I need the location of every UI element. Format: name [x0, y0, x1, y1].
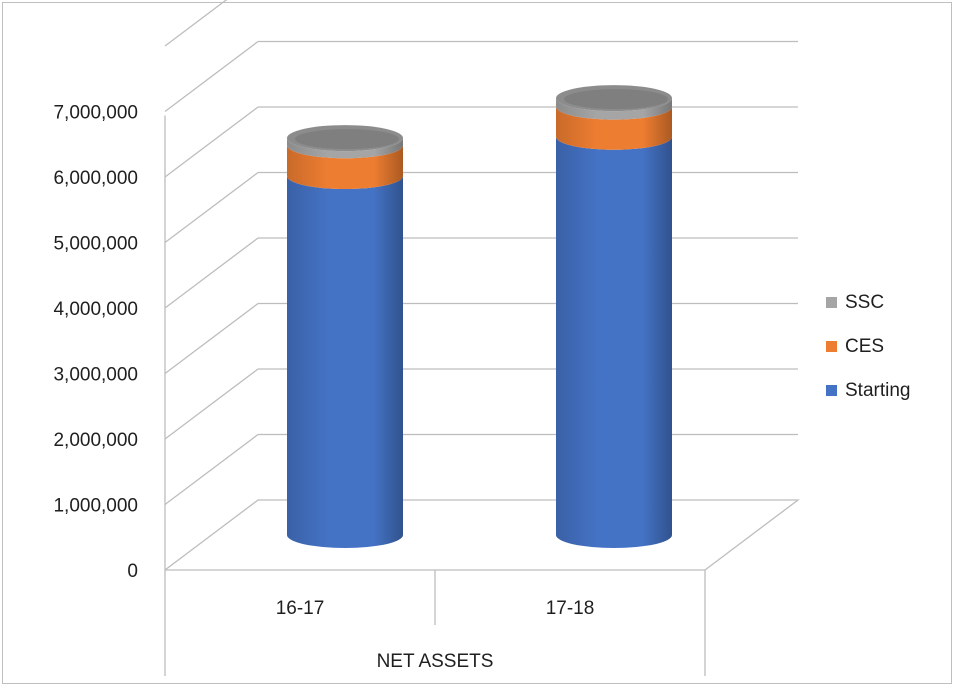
y-tick-label: 6,000,000 [53, 168, 138, 189]
legend-swatch-starting [826, 385, 837, 396]
cylinder-top-cap-inner-16-17 [295, 129, 399, 150]
gridline-side [164, 40, 259, 113]
legend-item-starting: Starting [826, 380, 910, 401]
y-axis-tick-labels: 0 1,000,000 2,000,000 3,000,000 4,000,000 5,0… [53, 103, 138, 583]
legend-label-starting: Starting [845, 380, 910, 401]
gridlines [164, 0, 798, 506]
x-axis-group-label: NET ASSETS [377, 651, 494, 672]
y-tick-label: 5,000,000 [53, 234, 138, 255]
legend-swatch-ssc [826, 297, 837, 308]
gridline-side [164, 302, 259, 375]
y-tick-label: 3,000,000 [53, 365, 138, 386]
bars [287, 85, 672, 548]
gridline-side [164, 237, 259, 309]
bar-segment-ssc-17-18 [556, 98, 672, 120]
cylinder-17-18 [556, 85, 672, 548]
bar-segment-ces-16-17 [287, 145, 403, 190]
y-tick-label: 2,000,000 [53, 430, 138, 451]
gridline-side [164, 0, 228, 47]
floor [164, 499, 800, 571]
x-category-label: 16-17 [276, 598, 325, 619]
legend-label-ces: CES [845, 336, 884, 357]
y-tick-label: 4,000,000 [53, 299, 138, 320]
legend-swatch-ces [826, 341, 837, 352]
bar-segment-ces-17-18 [556, 106, 672, 150]
cylinder-16-17 [287, 125, 403, 548]
legend-label-ssc: SSC [845, 292, 884, 313]
bar-segment-ssc-16-17 [287, 138, 403, 159]
gridline-side [164, 433, 259, 506]
bar-segment-starting-16-17 [287, 176, 403, 548]
gridline-side [164, 171, 259, 244]
y-tick-label: 7,000,000 [53, 103, 138, 124]
x-axis-category-labels: 16-17 17-18 [276, 598, 595, 619]
gridline-side [164, 106, 259, 178]
y-tick-label: 1,000,000 [53, 496, 138, 517]
gridline-side [164, 368, 259, 440]
x-category-label: 17-18 [546, 598, 595, 619]
y-tick-label: 0 [127, 561, 138, 582]
legend-item-ssc: SSC [826, 292, 884, 313]
bar-segment-starting-17-18 [556, 136, 672, 548]
axes [164, 115, 800, 676]
cylinder-top-cap-inner-17-18 [564, 89, 668, 110]
legend-item-ces: CES [826, 336, 884, 357]
legend: SSC CES Starting [826, 292, 910, 401]
